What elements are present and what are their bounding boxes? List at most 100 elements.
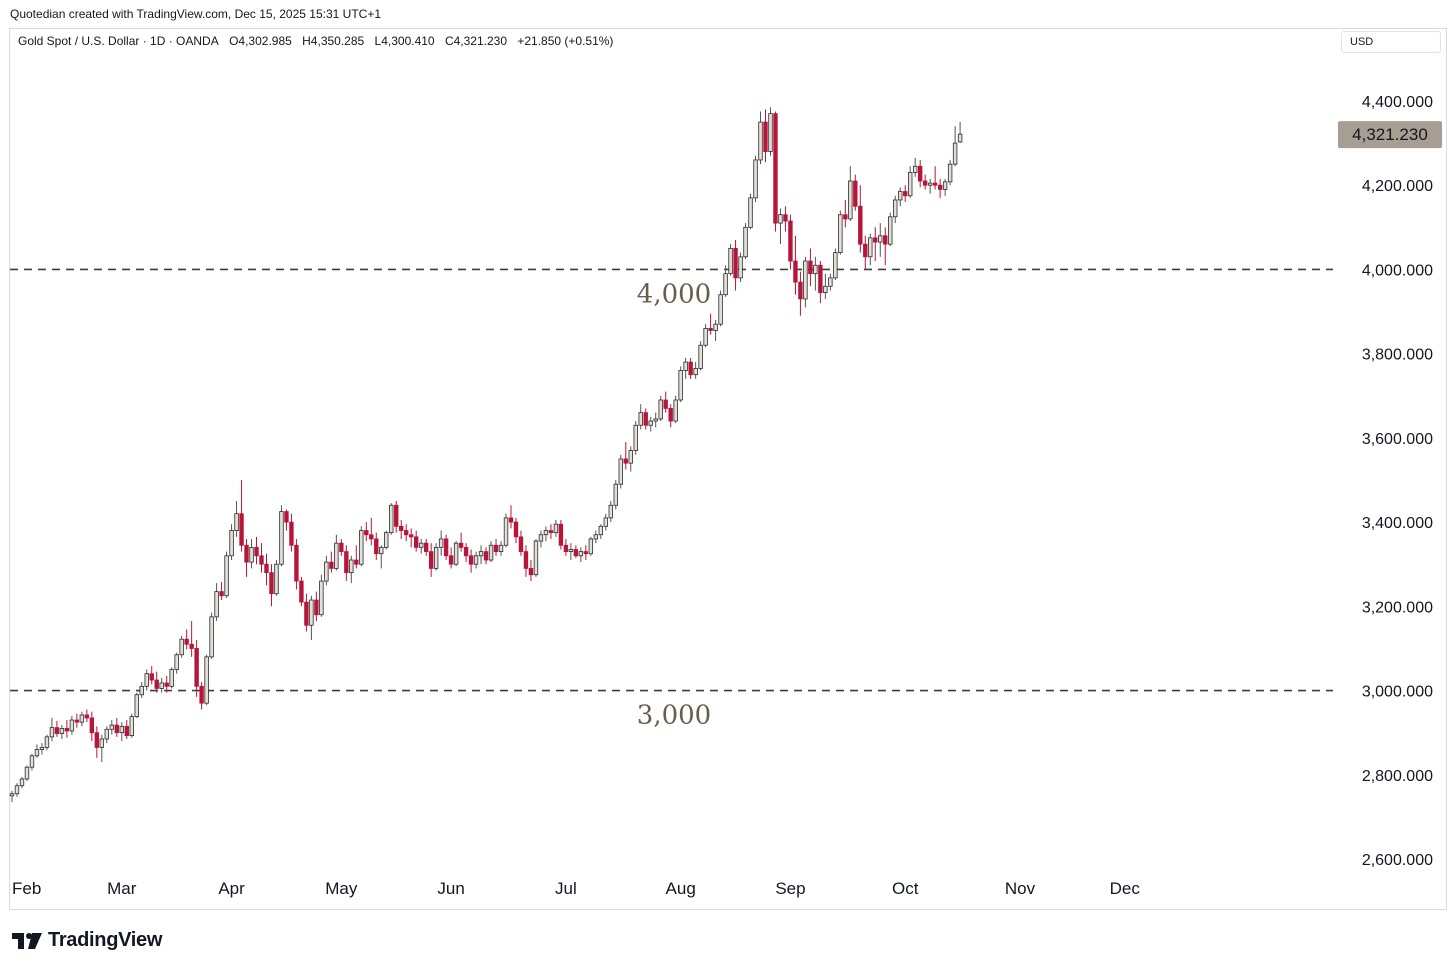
legend-open: O4,302.985 <box>229 34 292 48</box>
candle-167 <box>843 199 848 228</box>
candle-142 <box>718 290 723 327</box>
candle-160 <box>808 248 813 287</box>
y-tick-label-5: 3,400.000 <box>1362 515 1433 532</box>
candlesticks <box>9 107 963 803</box>
candle-141 <box>713 319 718 342</box>
candle-147 <box>743 223 748 259</box>
candle-135 <box>683 357 688 379</box>
symbol-legend: Gold Spot / U.S. Dollar · 1D · OANDA O4,… <box>18 34 620 48</box>
candle-156 <box>788 214 793 270</box>
candle-33 <box>174 652 179 674</box>
candle-57 <box>294 538 299 590</box>
candle-140 <box>708 313 713 335</box>
candle-105 <box>533 538 539 577</box>
candle-93 <box>473 551 479 569</box>
candle-35 <box>184 629 189 650</box>
x-tick-label-0: Feb <box>12 879 41 898</box>
candle-118 <box>598 524 604 539</box>
candle-95 <box>483 547 489 565</box>
x-tick-label-1: Mar <box>107 879 137 898</box>
attribution-text: Quotedian created with TradingView.com, … <box>10 7 381 21</box>
candle-183 <box>922 174 928 190</box>
candle-148 <box>748 193 753 230</box>
candle-43 <box>224 551 229 598</box>
candle-70 <box>359 526 364 567</box>
legend-low: L4,300.410 <box>374 34 435 48</box>
candle-84 <box>428 543 434 577</box>
candle-50 <box>259 543 264 573</box>
candle-21 <box>114 717 119 737</box>
candle-159 <box>803 256 808 308</box>
candle-13 <box>74 713 80 728</box>
candle-128 <box>648 416 653 432</box>
candle-169 <box>853 174 858 211</box>
candle-31 <box>164 675 169 693</box>
candle-106 <box>538 530 544 548</box>
x-tick-label-2: Apr <box>218 879 245 898</box>
candle-97 <box>493 538 499 556</box>
candle-119 <box>603 513 609 531</box>
x-tick-label-7: Sep <box>775 879 805 898</box>
candle-6 <box>39 743 45 755</box>
candle-154 <box>778 208 783 245</box>
candle-71 <box>364 522 369 542</box>
candle-52 <box>269 564 274 607</box>
candle-180 <box>908 166 913 198</box>
candle-152 <box>768 107 773 156</box>
candle-136 <box>688 357 693 379</box>
candle-113 <box>573 545 579 558</box>
candle-73 <box>374 532 379 561</box>
candle-189 <box>952 126 958 167</box>
candle-2 <box>19 776 25 789</box>
candle-163 <box>823 273 828 299</box>
tradingview-logo-icon[interactable] <box>12 932 42 949</box>
candle-108 <box>548 524 554 539</box>
candle-32 <box>169 667 174 689</box>
y-tick-label-1: 4,200.000 <box>1362 178 1433 195</box>
candle-157 <box>793 235 798 295</box>
candle-60 <box>309 595 314 641</box>
candle-132 <box>668 404 673 428</box>
candle-30 <box>159 677 164 693</box>
legend-symbol[interactable]: Gold Spot / U.S. Dollar · 1D · OANDA <box>18 34 219 48</box>
candle-184 <box>927 178 933 194</box>
candle-42 <box>219 581 224 601</box>
price-axis[interactable]: 4,400.000 4,200.000 4,000.000 3,800.000 3,60… <box>1362 94 1433 869</box>
candle-16 <box>89 711 95 742</box>
currency-selector[interactable]: USD <box>1341 31 1441 53</box>
candle-165 <box>833 248 838 280</box>
footer-brand[interactable]: TradingView <box>48 929 163 951</box>
candle-162 <box>818 261 823 304</box>
chart-frame <box>9 28 1447 910</box>
candle-10 <box>59 725 65 739</box>
candle-107 <box>543 526 549 542</box>
candle-77 <box>394 501 399 533</box>
time-axis[interactable]: Feb Mar Apr May Jun Jul Aug Sep Oct Nov Dec <box>12 879 1140 898</box>
candle-65 <box>334 534 339 571</box>
last-price-label: 4,321.230 <box>1352 125 1428 144</box>
candle-179 <box>903 185 908 203</box>
candle-76 <box>389 503 394 535</box>
candle-58 <box>299 576 304 607</box>
x-tick-label-9: Nov <box>1005 879 1036 898</box>
candle-44 <box>229 524 234 561</box>
candle-161 <box>813 256 818 291</box>
candle-182 <box>917 159 923 188</box>
footer: TradingView <box>12 929 162 952</box>
candle-111 <box>563 538 569 556</box>
candle-188 <box>947 159 953 186</box>
candle-72 <box>369 517 374 546</box>
candle-103 <box>523 545 529 577</box>
candle-151 <box>763 109 768 163</box>
candle-39 <box>204 654 209 706</box>
candle-173 <box>873 227 878 262</box>
candle-122 <box>618 454 623 489</box>
candle-90 <box>458 532 464 552</box>
candle-83 <box>423 538 429 556</box>
candle-64 <box>329 551 334 573</box>
candle-139 <box>703 324 708 348</box>
candle-0 <box>9 790 15 803</box>
candle-123 <box>623 442 628 470</box>
candle-170 <box>858 185 863 253</box>
